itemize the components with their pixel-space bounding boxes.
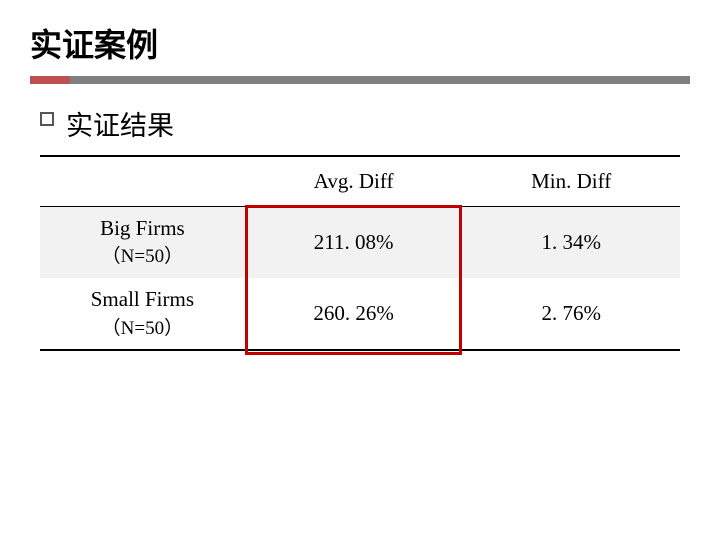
cell-min: 2. 76%: [462, 278, 680, 350]
row-label-sub: （N=50）: [40, 313, 245, 340]
table-wrap: Avg. Diff Min. Diff Big Firms （N=50） 211…: [40, 155, 680, 351]
subtitle-row: 实证结果: [30, 104, 690, 143]
row-label: Small Firms （N=50）: [40, 278, 245, 350]
cell-min: 1. 34%: [462, 206, 680, 278]
row-label-main: Big Firms: [40, 216, 245, 241]
accent-bar: [30, 76, 690, 84]
col-header-avg: Avg. Diff: [245, 156, 463, 206]
cell-avg: 260. 26%: [245, 278, 463, 350]
table-row: Small Firms （N=50） 260. 26% 2. 76%: [40, 278, 680, 350]
bullet-icon: [40, 112, 54, 126]
table-header-row: Avg. Diff Min. Diff: [40, 156, 680, 206]
cell-avg: 211. 08%: [245, 206, 463, 278]
results-table: Avg. Diff Min. Diff Big Firms （N=50） 211…: [40, 155, 680, 351]
accent-gray: [70, 76, 690, 84]
col-header-min: Min. Diff: [462, 156, 680, 206]
table-row: Big Firms （N=50） 211. 08% 1. 34%: [40, 206, 680, 278]
accent-orange: [30, 76, 70, 84]
slide: 实证案例 实证结果 Avg. Diff Min. Diff: [0, 0, 720, 540]
col-header-blank: [40, 156, 245, 206]
slide-title: 实证案例: [30, 20, 690, 66]
row-label-main: Small Firms: [40, 287, 245, 312]
row-label: Big Firms （N=50）: [40, 206, 245, 278]
subtitle-text: 实证结果: [66, 104, 174, 143]
row-label-sub: （N=50）: [40, 241, 245, 268]
